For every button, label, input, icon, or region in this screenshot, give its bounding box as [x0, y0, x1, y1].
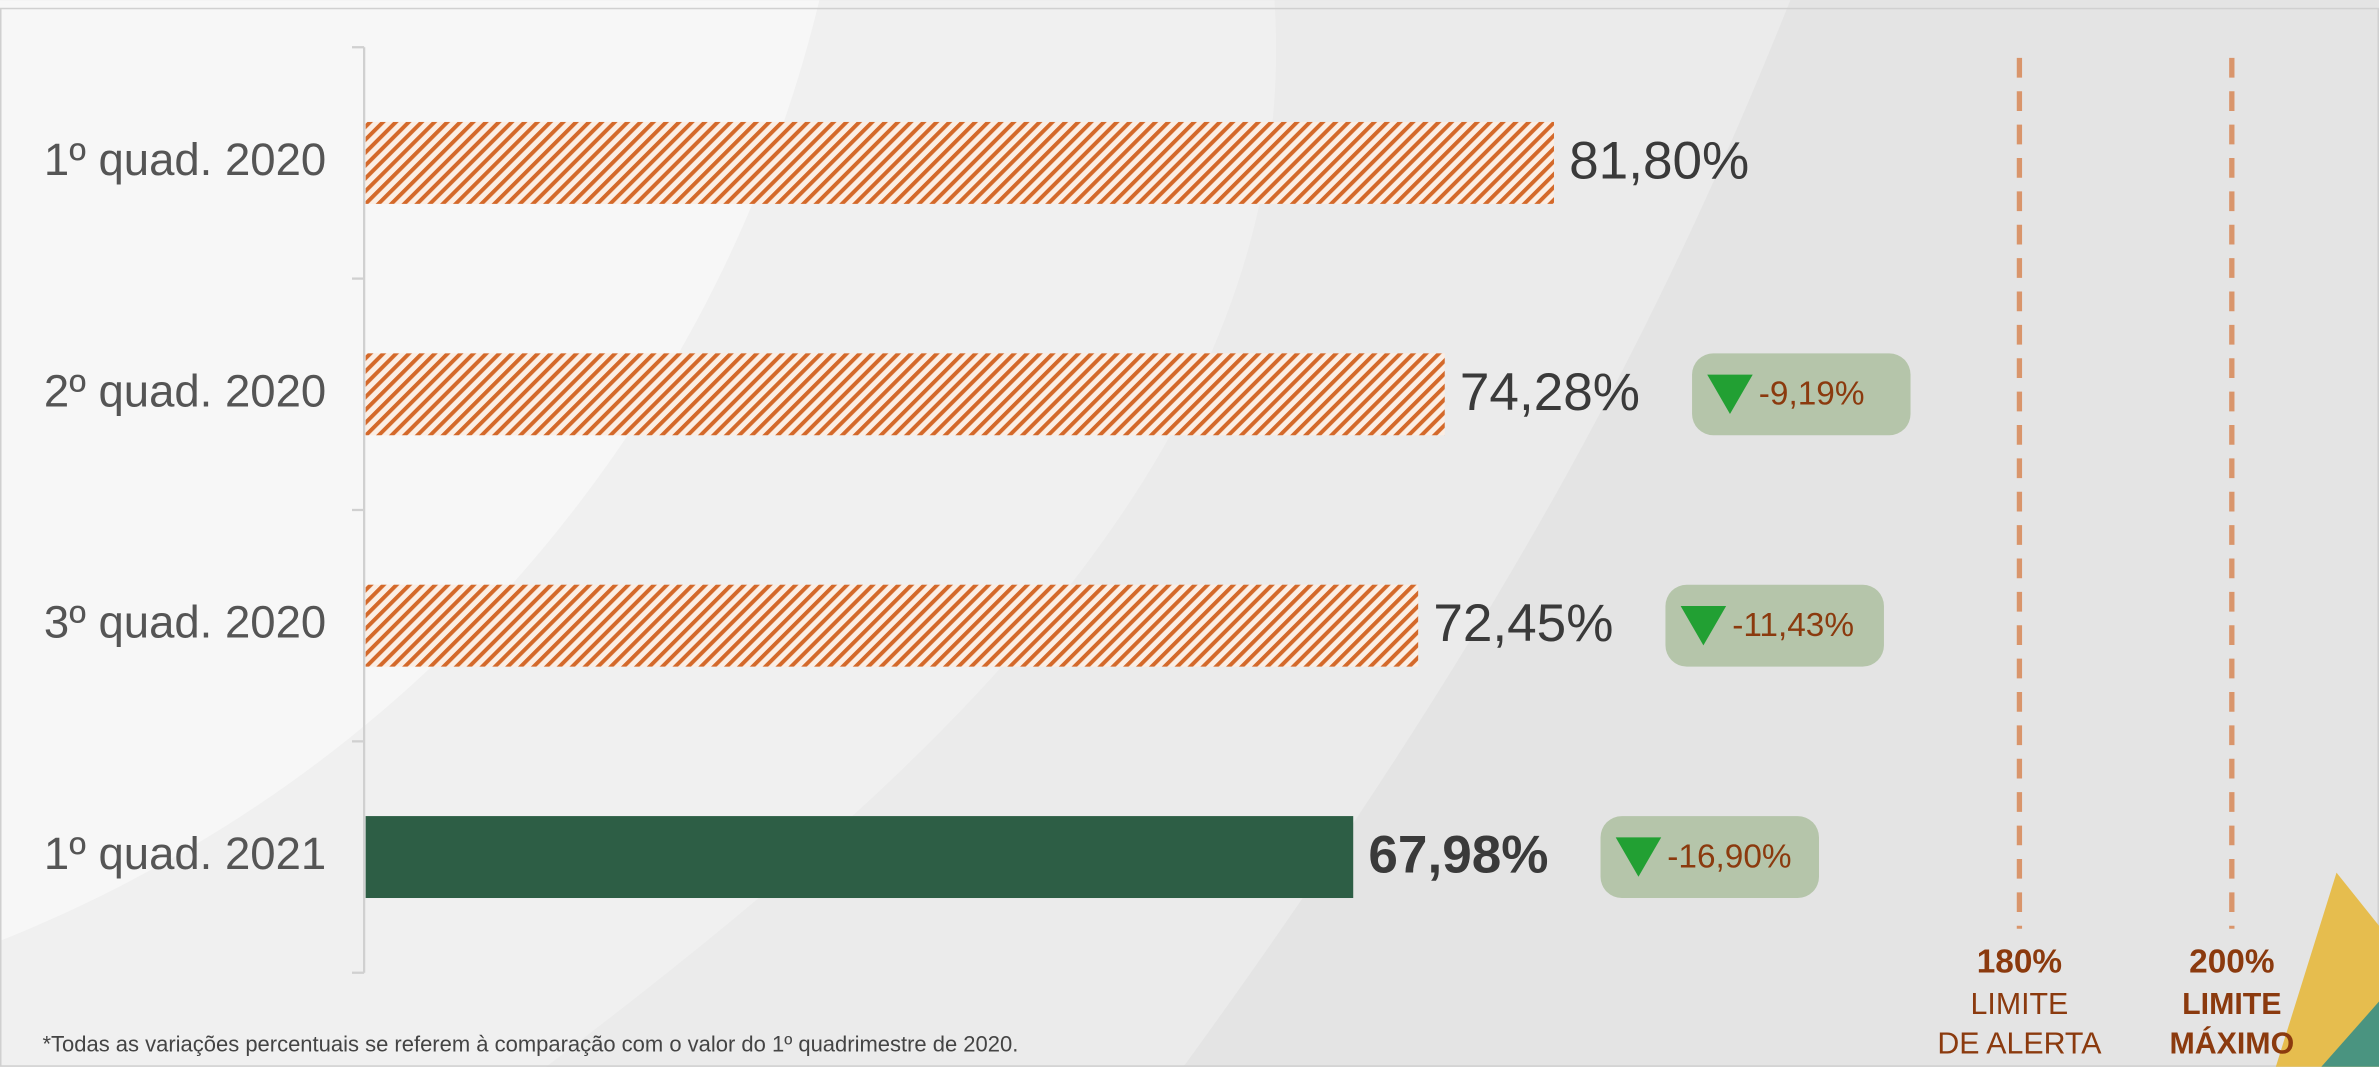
reference-text: LIMITE [2182, 988, 2281, 1021]
reference-text: MÁXIMO [2169, 1027, 2294, 1061]
down-arrow [1707, 374, 1753, 415]
reference-text: DE ALERTA [1937, 1028, 2102, 1061]
category-label: 1º quad. 2020 [44, 134, 326, 185]
bar [365, 121, 1554, 204]
change-badge [1692, 353, 1911, 436]
value-label: 74,28% [1460, 363, 1640, 422]
category-label: 2º quad. 2020 [44, 365, 326, 416]
footnote: *Todas as variações percentuais se refer… [42, 1031, 1018, 1056]
change-badge [1600, 816, 1820, 899]
down-arrow [1680, 605, 1727, 646]
down-arrow [1615, 837, 1662, 877]
value-label: 72,45% [1433, 594, 1613, 653]
plot-area: 1º quad. 2020 81,80% 2º quad. 2020 74,28% -9… [44, 46, 2294, 1061]
value-label: 67,98% [1368, 826, 1548, 885]
change-label: -16,90% [1667, 838, 1791, 875]
change-label: -11,43% [1732, 607, 1854, 644]
category-label: 3º quad. 2020 [44, 597, 326, 648]
change-badge [1665, 584, 1884, 667]
category-label: 1º quad. 2021 [44, 828, 326, 879]
reference-label: 200% [2189, 943, 2274, 980]
bar [365, 584, 1419, 667]
reference-text: LIMITE [1971, 988, 2069, 1021]
bar [365, 816, 1354, 899]
change-label: -9,19% [1759, 376, 1865, 413]
bar [365, 353, 1445, 436]
reference-label: 180% [1977, 943, 2062, 980]
value-label: 81,80% [1569, 131, 1749, 190]
